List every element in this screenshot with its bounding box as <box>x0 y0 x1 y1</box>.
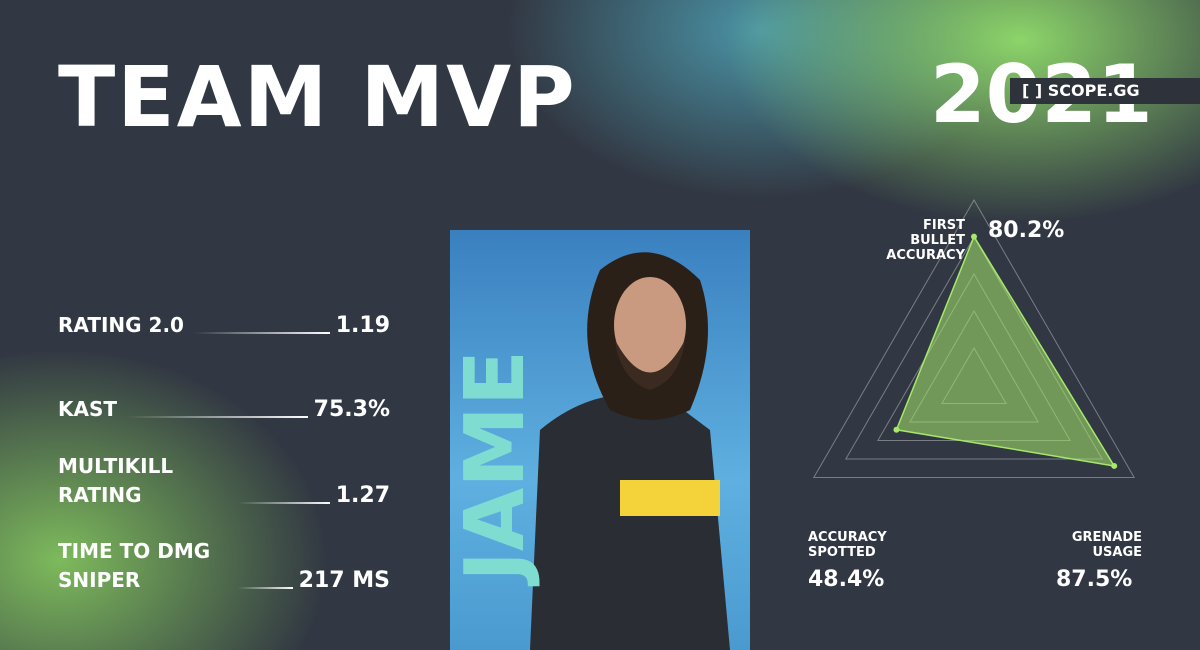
radar-value-label: 48.4% <box>808 567 885 592</box>
stat-row: TIME TO DMG SNIPER 217 MS <box>58 537 390 595</box>
radar-ring <box>812 199 1136 478</box>
stat-value: 1.27 <box>335 483 390 508</box>
stat-label: TIME TO DMG SNIPER <box>58 539 211 592</box>
stat-line <box>238 587 293 589</box>
stat-label: RATING 2.0 <box>58 313 184 337</box>
radar-value-label: 87.5% <box>1056 567 1133 592</box>
stat-value: 75.3% <box>313 397 390 422</box>
stat-label: KAST <box>58 397 118 421</box>
stat-line <box>127 416 308 418</box>
stat-value: 217 MS <box>298 568 390 593</box>
stat-line <box>193 332 330 334</box>
player-photo <box>450 230 750 650</box>
stat-row: MULTIKILL RATING 1.27 <box>58 452 390 510</box>
stat-row: KAST 75.3% <box>58 395 390 424</box>
stat-row: RATING 2.0 1.19 <box>58 311 390 340</box>
radar-point <box>971 233 977 240</box>
radar-point <box>893 426 900 433</box>
stat-line <box>238 502 330 504</box>
player-figure <box>530 252 730 650</box>
radar-label: ACCURACY SPOTTED <box>808 530 887 560</box>
radar-label: GRENADE USAGE <box>1071 530 1142 560</box>
brand-text[interactable]: SCOPE.GG <box>1047 81 1140 100</box>
radar-point <box>1111 462 1118 469</box>
stat-label: MULTIKILL RATING <box>58 454 174 507</box>
stat-value: 1.19 <box>335 313 390 338</box>
brand[interactable]: [ ] SCOPE.GG <box>1010 78 1200 104</box>
title: TEAM MVP <box>58 48 577 146</box>
radar-value-label: 80.2% <box>988 218 1065 243</box>
radar-area <box>895 234 1116 467</box>
radar-label: FIRST BULLET ACCURACY <box>886 218 965 263</box>
